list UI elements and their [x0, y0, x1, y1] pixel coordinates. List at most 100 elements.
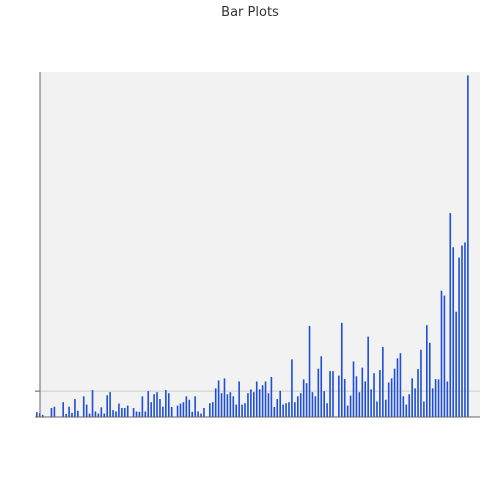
bar: [458, 257, 460, 417]
bar: [118, 403, 120, 417]
bar: [226, 394, 229, 417]
bar: [291, 359, 293, 417]
bar: [135, 411, 138, 417]
bar: [241, 404, 243, 417]
bar: [71, 412, 73, 417]
bar: [440, 290, 443, 417]
bar: [250, 389, 252, 417]
bar: [317, 368, 320, 417]
bar: [376, 401, 378, 417]
bar: [302, 379, 305, 417]
bar: [88, 413, 91, 417]
bar: [352, 361, 355, 417]
bar: [97, 413, 100, 417]
bar: [423, 401, 425, 417]
bar: [431, 388, 434, 417]
bar: [428, 342, 431, 417]
bar: [162, 406, 164, 417]
bar: [314, 396, 317, 417]
bar: [220, 393, 223, 417]
bar: [329, 371, 331, 417]
bar: [77, 410, 79, 417]
bar: [373, 373, 375, 417]
bar: [408, 394, 411, 417]
bar: [167, 393, 170, 417]
bar: [364, 381, 367, 417]
bar: [452, 247, 455, 417]
bar: [244, 403, 246, 417]
bar: [176, 405, 179, 417]
bar: [414, 388, 416, 417]
bar: [294, 402, 296, 417]
bar: [214, 388, 217, 417]
bar: [103, 413, 106, 417]
bar: [53, 406, 56, 417]
bar: [62, 402, 64, 417]
bar: [141, 396, 144, 417]
bar: [191, 411, 194, 417]
bar: [396, 358, 399, 417]
bar: [109, 392, 111, 417]
bar: [112, 410, 114, 417]
bar: [85, 404, 88, 417]
bar: [203, 408, 205, 417]
bar: [340, 322, 343, 417]
bar: [188, 399, 191, 417]
bar: [393, 368, 396, 417]
bar: [402, 396, 405, 417]
bar: [358, 392, 361, 417]
bar: [434, 379, 437, 417]
bar: [379, 370, 381, 417]
bar: [94, 411, 97, 417]
bar: [355, 376, 358, 417]
bar: [50, 408, 53, 417]
bar: [74, 399, 76, 417]
bar: [443, 295, 446, 417]
bar: [156, 392, 158, 417]
bar: [320, 356, 323, 417]
bar: [384, 399, 387, 417]
bar: [279, 390, 281, 417]
bar: [464, 242, 466, 417]
bar: [390, 378, 393, 417]
bar: [217, 380, 220, 417]
bar: [346, 405, 349, 417]
bar: [276, 399, 279, 417]
bar: [405, 404, 408, 417]
bar: [41, 414, 44, 417]
bar: [165, 390, 167, 417]
bar: [123, 408, 126, 417]
bar: [399, 353, 402, 417]
chart-title: Bar Plots: [221, 5, 279, 20]
bar: [382, 346, 384, 417]
bar: [299, 393, 302, 417]
bar: [323, 391, 325, 418]
bar: [200, 413, 202, 417]
bar: [223, 378, 226, 417]
bar: [332, 371, 334, 417]
bar: [232, 396, 235, 417]
bar: [91, 390, 94, 417]
bar: [150, 402, 152, 417]
bar: [182, 402, 185, 417]
bar: [461, 245, 463, 417]
bar: [115, 411, 117, 417]
bar: [185, 396, 188, 417]
bar: [82, 396, 85, 417]
bar: [194, 396, 196, 417]
bar: [264, 381, 267, 417]
bar: [197, 411, 199, 417]
bar: [273, 407, 276, 417]
bar: [36, 412, 38, 417]
bar: [282, 404, 284, 417]
bar: [121, 408, 123, 417]
bar: [296, 396, 299, 417]
bar: [311, 392, 314, 417]
bar: [267, 393, 270, 417]
bar: [343, 379, 346, 417]
bar: [446, 381, 449, 417]
bar: [229, 392, 232, 417]
bar: [261, 385, 264, 417]
bar: [326, 403, 328, 417]
bar: [270, 376, 273, 417]
